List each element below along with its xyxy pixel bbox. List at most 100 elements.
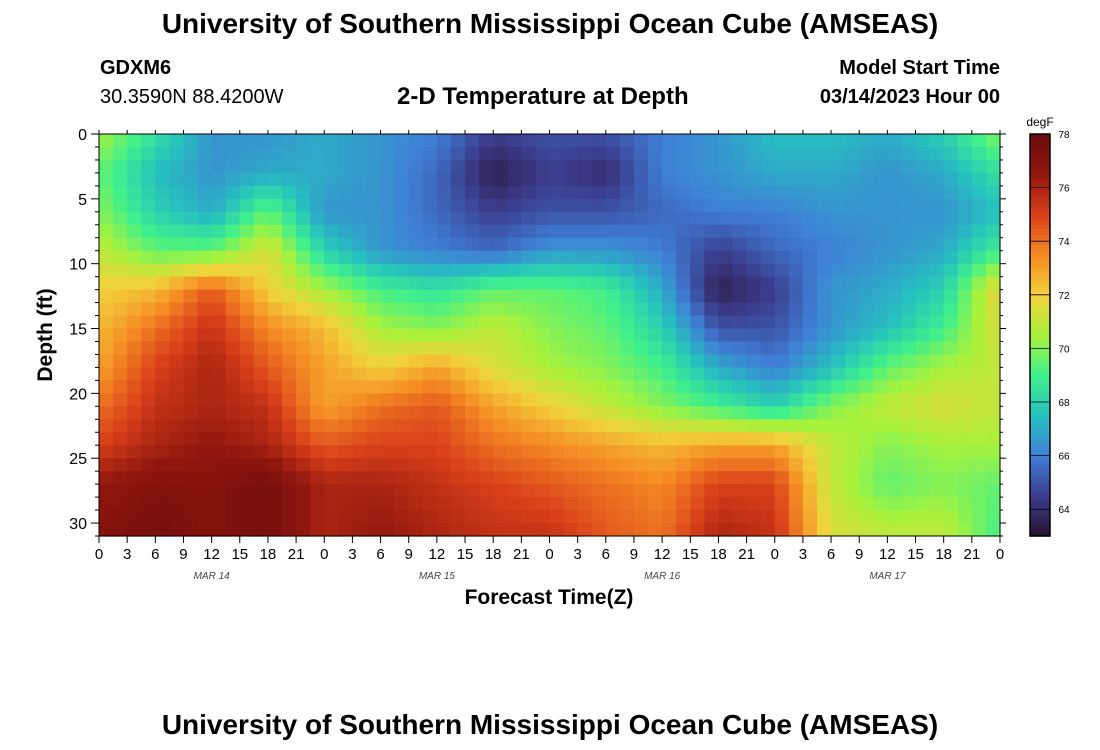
heatmap-cell — [113, 354, 128, 369]
heatmap-cell — [957, 510, 973, 524]
heatmap-cell — [366, 419, 382, 433]
heatmap-cell — [873, 315, 888, 330]
heatmap-cell — [493, 224, 508, 239]
heatmap-cell — [366, 146, 382, 161]
heatmap-cell — [915, 198, 931, 213]
heatmap-cell — [465, 471, 480, 485]
heatmap-cell — [718, 380, 734, 394]
heatmap-cell — [197, 250, 213, 265]
heatmap-cell — [267, 393, 283, 407]
colorbar-segment — [1030, 338, 1050, 343]
heatmap-cell — [662, 185, 677, 200]
heatmap-cell — [183, 445, 199, 459]
heatmap-cell — [507, 458, 522, 472]
heatmap-cell — [141, 302, 156, 317]
heatmap-cell — [183, 380, 199, 394]
heatmap-cell — [183, 497, 199, 511]
heatmap-cell — [662, 224, 677, 239]
heatmap-cell — [380, 406, 396, 420]
heatmap-cell — [127, 146, 142, 161]
heatmap-cell — [662, 276, 677, 291]
heatmap-cell — [563, 354, 579, 369]
heatmap-cell — [253, 458, 269, 472]
colorbar-segment — [1030, 278, 1050, 282]
heatmap-cell — [225, 172, 241, 187]
heatmap-cell — [887, 419, 903, 433]
heatmap-cell — [169, 224, 185, 239]
heatmap-cell — [352, 198, 368, 213]
heatmap-cell — [493, 146, 508, 161]
heatmap-cell — [324, 172, 339, 187]
heatmap-cell — [296, 315, 311, 330]
heatmap-cell — [929, 134, 945, 148]
heatmap-cell — [141, 328, 156, 343]
heatmap-cell — [465, 484, 480, 498]
heatmap-cell — [985, 276, 1001, 291]
heatmap-cell — [690, 237, 705, 252]
heatmap-cell — [704, 224, 720, 239]
heatmap-cell — [676, 380, 691, 394]
x-tick-label: 18 — [260, 546, 277, 563]
heatmap-cell — [563, 211, 579, 226]
colorbar-segment — [1030, 425, 1050, 430]
heatmap-cell — [535, 341, 551, 356]
heatmap-cell — [774, 328, 790, 343]
heatmap-cell — [197, 198, 213, 213]
heatmap-cell — [788, 406, 804, 420]
y-tick-label: 25 — [69, 451, 87, 468]
heatmap-cell — [732, 484, 748, 498]
heatmap-cell — [985, 432, 1001, 446]
heatmap-cell — [760, 510, 776, 524]
heatmap-cell — [282, 380, 297, 394]
colorbar-segment — [1030, 415, 1050, 420]
heatmap-cell — [788, 497, 804, 511]
heatmap-cell — [732, 172, 748, 187]
heatmap-cell — [324, 341, 339, 356]
heatmap-cell — [380, 458, 396, 472]
heatmap-cell — [521, 237, 537, 252]
heatmap-cell — [465, 458, 480, 472]
heatmap-cell — [324, 198, 339, 213]
heatmap-cell — [971, 380, 987, 394]
heatmap-cell — [493, 237, 508, 252]
heatmap-cell — [225, 445, 241, 459]
heatmap-cell — [619, 250, 635, 265]
heatmap-cell — [718, 134, 734, 148]
heatmap-cell — [690, 484, 705, 498]
heatmap-cell — [197, 471, 213, 485]
colorbar-segment — [1030, 187, 1050, 192]
heatmap-cell — [352, 354, 368, 369]
heatmap-cell — [816, 172, 832, 187]
heatmap-cell — [436, 250, 452, 265]
heatmap-cell — [282, 406, 297, 420]
heatmap-cell — [577, 341, 593, 356]
model-start-time: 03/14/2023 Hour 00 — [819, 86, 1000, 108]
heatmap-cell — [802, 263, 818, 278]
heatmap-cell — [704, 497, 720, 511]
heatmap-cell — [887, 250, 903, 265]
heatmap-cell — [338, 185, 354, 200]
heatmap-cell — [873, 211, 888, 226]
heatmap-cell — [648, 185, 663, 200]
heatmap-cell — [535, 432, 551, 446]
heatmap-cell — [605, 146, 621, 161]
heatmap-cell — [788, 367, 804, 381]
heatmap-cell — [929, 510, 945, 524]
heatmap-cell — [183, 406, 199, 420]
heatmap-cell — [507, 406, 522, 420]
heatmap-cell — [394, 263, 410, 278]
heatmap-cell — [296, 263, 311, 278]
heatmap-cell — [380, 159, 396, 174]
heatmap-cell — [873, 380, 888, 394]
heatmap-cell — [943, 393, 959, 407]
heatmap-cell — [873, 185, 888, 200]
heatmap-cell — [155, 445, 170, 459]
heatmap-cell — [718, 172, 734, 187]
heatmap-cell — [535, 354, 551, 369]
heatmap-cell — [183, 289, 199, 304]
heatmap-cell — [380, 250, 396, 265]
heatmap-cell — [296, 289, 311, 304]
heatmap-cell — [591, 159, 607, 174]
heatmap-cell — [422, 406, 438, 420]
